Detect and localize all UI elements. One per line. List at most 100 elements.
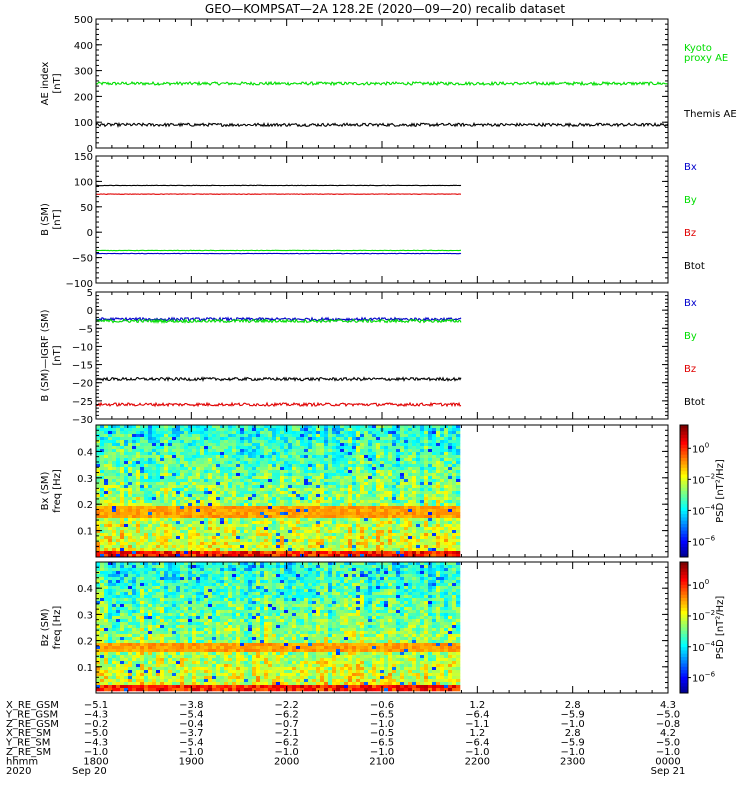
legend-label: Kyoto: [684, 43, 712, 54]
panel-frame: [95, 155, 669, 284]
colorbar-swatch: [680, 494, 688, 499]
y-axis-label: AE index: [40, 62, 51, 106]
panel-spec_bx: 100 10−2 10−4 10−6 PSD [nT²/Hz] 0.1 0.2 0.3 0.4 B…: [40, 424, 726, 558]
ephemeris-value: −0.4: [179, 719, 203, 730]
ephemeris-value: 1900: [179, 756, 204, 767]
ephemeris-value: −5.4: [179, 738, 203, 749]
colorbar-tick-label: 10−6: [692, 671, 716, 685]
y-axis-label: B (SM)—IGRF (SM): [40, 309, 51, 401]
colorbar-swatch: [680, 604, 688, 609]
ephemeris-value: −1.0: [370, 719, 394, 730]
ephemeris-value: −4.3: [84, 709, 108, 720]
colorbar-swatch: [680, 607, 688, 612]
y-tick-label: 0.2: [77, 500, 93, 511]
colorbar-swatch: [680, 458, 688, 462]
y-tick-label: 500: [74, 15, 93, 26]
y-tick-label: 0.1: [77, 527, 93, 538]
ephemeris-value: 4.2: [660, 728, 676, 739]
ephemeris-value: 2000: [274, 756, 299, 767]
y-tick-label: 5: [87, 288, 93, 299]
ephemeris-value: −4.3: [84, 738, 108, 749]
ephemeris-value: 1.2: [469, 700, 485, 711]
colorbar-swatch: [680, 514, 688, 518]
colorbar-swatch: [680, 547, 688, 551]
colorbar-swatch: [680, 581, 688, 586]
colorbar-swatch: [680, 474, 688, 479]
y-axis-label: B (SM): [40, 203, 51, 236]
ephemeris-value: −3.7: [179, 728, 203, 739]
panel-bsm: Bx By Bz Btot −100 −50 0 50 100 150 B (SM) [nT]: [40, 152, 705, 290]
colorbar-swatch: [680, 591, 688, 596]
colorbar-swatch: [680, 431, 688, 436]
colorbar-swatch: [680, 686, 688, 691]
colorbar-swatch: [680, 434, 688, 439]
legend-label: Bz: [684, 364, 696, 375]
colorbar-tick-label: 10−2: [692, 472, 715, 486]
ephemeris-value: 1800: [83, 756, 108, 767]
y-tick-label: 200: [74, 92, 93, 103]
colorbar-swatch: [680, 550, 688, 555]
colorbar-swatch: [680, 594, 688, 599]
ephemeris-row-label: X_RE_SM: [6, 728, 51, 739]
colorbar-swatch: [680, 660, 688, 665]
panel-frame: [95, 291, 669, 420]
series-line-btot: [95, 376, 462, 383]
colorbar-swatch: [680, 657, 688, 661]
ephemeris-value: −0.5: [370, 728, 394, 739]
colorbar-swatch: [680, 650, 688, 655]
y-tick-label: −20: [72, 379, 93, 390]
ephemeris-value: −6.2: [275, 738, 299, 749]
colorbar-swatch: [680, 553, 688, 558]
ephemeris-value: −0.8: [656, 719, 680, 730]
ephemeris-value: 2.8: [565, 728, 581, 739]
ephemeris-value: Sep 21: [651, 766, 686, 777]
ephemeris-value: 2.8: [565, 700, 581, 711]
colorbar-swatch: [680, 533, 688, 538]
colorbar-swatch: [680, 640, 688, 645]
colorbar-swatch: [680, 537, 688, 541]
ephemeris-value: 2200: [465, 756, 490, 767]
y-tick-label: 300: [74, 67, 93, 78]
colorbar-swatch: [680, 614, 688, 619]
ephemeris-value: −6.5: [370, 738, 394, 749]
ephemeris-value: −2.1: [275, 728, 299, 739]
colorbar-swatch: [680, 500, 688, 505]
colorbar-swatch: [680, 491, 688, 495]
y-tick-label: 400: [74, 41, 93, 52]
colorbar-swatch: [680, 617, 688, 622]
y-tick-label: 50: [80, 203, 93, 214]
ephemeris-value: −0.2: [84, 719, 108, 730]
colorbar-swatch: [680, 510, 688, 515]
colorbar-swatch: [680, 454, 688, 459]
colorbar-swatch: [680, 653, 688, 658]
colorbar-frame: [679, 424, 689, 558]
ephemeris-value: 1.2: [469, 728, 485, 739]
ephemeris-value: −0.6: [370, 700, 394, 711]
y-tick-label: 0.4: [77, 447, 93, 458]
ephemeris-value: −1.0: [561, 719, 585, 730]
colorbar-label: PSD [nT²/Hz]: [715, 596, 726, 660]
colorbar-tick-label: 10−4: [692, 640, 716, 654]
ephemeris-row-label: Y_RE_SM: [5, 738, 50, 749]
colorbar-swatch: [680, 663, 688, 668]
colorbar-swatch: [680, 428, 688, 433]
ephemeris-value: −5.1: [84, 700, 108, 711]
y-axis-label: [nT]: [52, 209, 63, 229]
series-line-kyoto-proxy-ae: [95, 80, 669, 87]
colorbar-swatch: [680, 578, 688, 583]
ephemeris-value: −6.5: [370, 709, 394, 720]
series-line-by: [95, 249, 461, 252]
ephemeris-row-label: Z_RE_SM: [6, 747, 51, 758]
colorbar: 100 10−2 10−4 10−6 PSD [nT²/Hz]: [679, 561, 726, 694]
colorbar-swatch: [680, 670, 688, 674]
colorbar-swatch: [680, 524, 688, 528]
colorbar-tick-label: 10−2: [692, 609, 715, 623]
colorbar-swatch: [680, 530, 688, 535]
ephemeris-row-label: 2020: [6, 766, 31, 777]
colorbar-swatch: [680, 624, 688, 628]
ephemeris-value: −1.0: [370, 747, 394, 758]
y-axis-label: freq [Hz]: [52, 469, 63, 513]
panel-spec_bz: 100 10−2 10−4 10−6 PSD [nT²/Hz] 0.1 0.2 0.3 0.4 B…: [40, 561, 726, 694]
y-tick-label: 0.3: [77, 474, 93, 485]
